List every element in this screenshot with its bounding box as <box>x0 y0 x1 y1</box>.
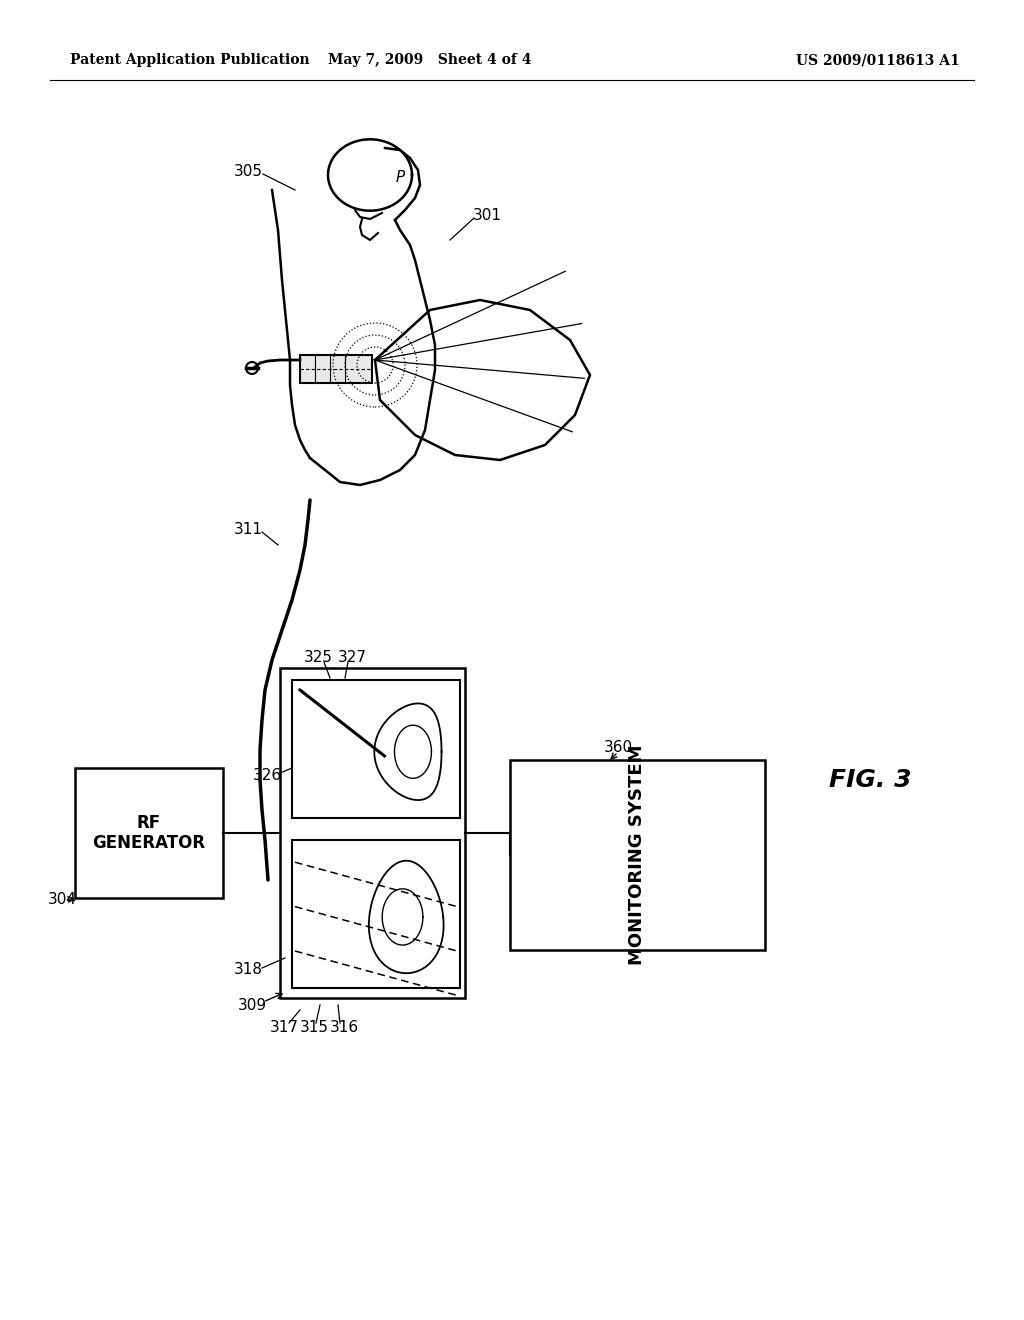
Bar <box>292 840 460 987</box>
Text: 316: 316 <box>330 1020 358 1035</box>
Bar <box>75 768 223 898</box>
Text: 311: 311 <box>233 523 262 537</box>
Text: 305: 305 <box>233 165 262 180</box>
Bar <box>510 760 765 950</box>
Text: 360: 360 <box>603 741 633 755</box>
Text: 309: 309 <box>238 998 266 1012</box>
Text: RF
GENERATOR: RF GENERATOR <box>92 813 206 853</box>
Text: 317: 317 <box>269 1020 299 1035</box>
Text: May 7, 2009   Sheet 4 of 4: May 7, 2009 Sheet 4 of 4 <box>329 53 531 67</box>
Text: Patent Application Publication: Patent Application Publication <box>70 53 309 67</box>
Text: 315: 315 <box>299 1020 329 1035</box>
Text: 304: 304 <box>47 892 77 908</box>
Text: US 2009/0118613 A1: US 2009/0118613 A1 <box>797 53 961 67</box>
Text: 325: 325 <box>303 651 333 665</box>
Text: MONITORING SYSTEM: MONITORING SYSTEM <box>629 744 646 965</box>
Text: 318: 318 <box>233 962 262 978</box>
Bar <box>280 668 465 998</box>
Bar <box>300 355 372 383</box>
Bar <box>292 680 460 818</box>
Text: 326: 326 <box>253 767 282 783</box>
Text: P: P <box>395 170 404 186</box>
Text: FIG. 3: FIG. 3 <box>828 768 911 792</box>
Text: 301: 301 <box>472 207 502 223</box>
Text: 327: 327 <box>338 651 367 665</box>
